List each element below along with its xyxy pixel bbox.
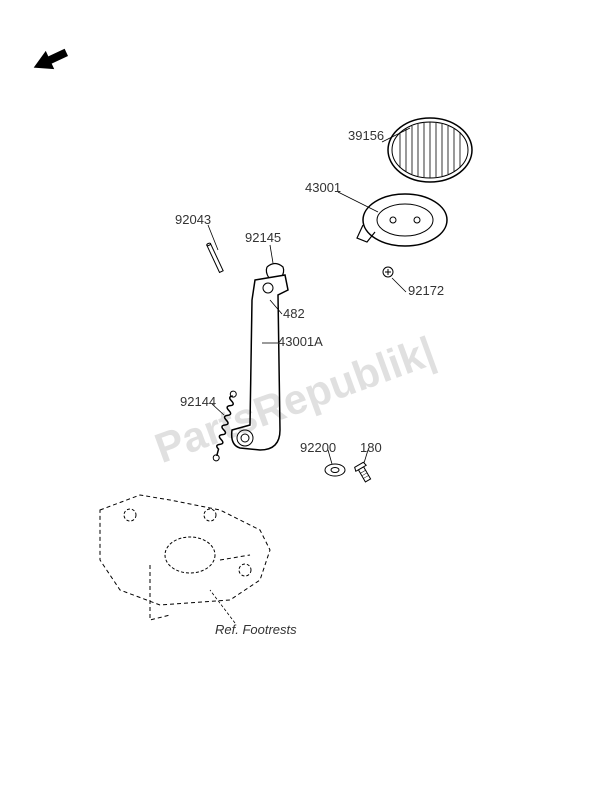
pedal-pad — [388, 118, 472, 182]
label-39156: 39156 — [348, 128, 384, 143]
label-180: 180 — [360, 440, 382, 455]
diagram-drawing — [0, 0, 589, 799]
screw-92172 — [383, 267, 393, 277]
direction-arrow — [29, 43, 70, 76]
label-92144: 92144 — [180, 394, 216, 409]
label-482: 482 — [283, 306, 305, 321]
bolt-180 — [354, 462, 373, 484]
brake-lever — [232, 275, 288, 450]
ref-footrests-label: Ref. Footrests — [215, 622, 297, 637]
pin-92043 — [206, 243, 223, 273]
spring-92144 — [213, 390, 237, 461]
label-92172: 92172 — [408, 283, 444, 298]
label-43001A: 43001A — [278, 334, 323, 349]
label-92200: 92200 — [300, 440, 336, 455]
footrest-bracket — [100, 495, 270, 620]
washer-92200 — [325, 464, 345, 476]
pedal-plate — [357, 194, 447, 246]
label-92043: 92043 — [175, 212, 211, 227]
label-43001: 43001 — [305, 180, 341, 195]
label-92145: 92145 — [245, 230, 281, 245]
parts-diagram: 39156 43001 92043 92145 92172 482 43001A… — [0, 0, 589, 799]
